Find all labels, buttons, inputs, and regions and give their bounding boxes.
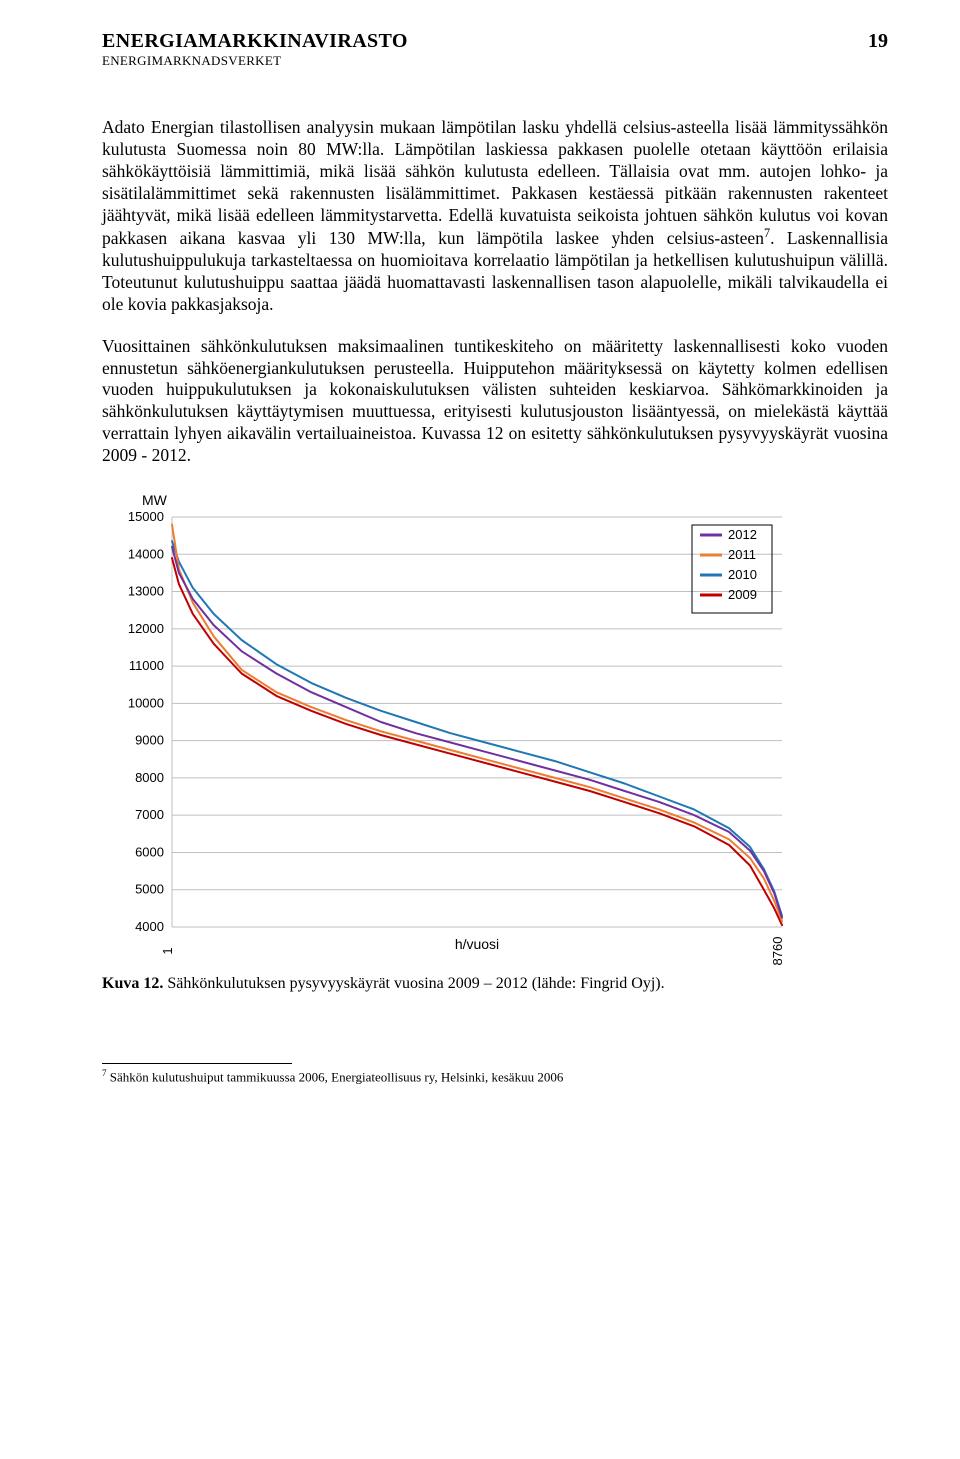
figure-caption: Kuva 12. Sähkönkulutuksen pysyvyyskäyrät…	[102, 975, 888, 993]
caption-text: Sähkönkulutuksen pysyvyyskäyrät vuosina …	[163, 975, 664, 992]
body-text: Adato Energian tilastollisen analyysin m…	[102, 117, 888, 467]
footnote-7: 7 Sähkön kulutushuiput tammikuussa 2006,…	[102, 1068, 888, 1085]
paragraph-1: Adato Energian tilastollisen analyysin m…	[102, 117, 888, 316]
svg-text:MW: MW	[142, 492, 168, 508]
svg-text:2010: 2010	[728, 567, 757, 582]
svg-text:8000: 8000	[135, 770, 164, 785]
page-number: 19	[868, 30, 888, 53]
svg-text:h/vuosi: h/vuosi	[455, 936, 499, 952]
chart-svg: 1500014000130001200011000100009000800070…	[102, 487, 802, 967]
svg-text:11000: 11000	[129, 658, 164, 673]
header-subtitle: ENERGIMARKNADSVERKET	[102, 53, 408, 69]
svg-text:14000: 14000	[128, 546, 164, 561]
duration-curve-chart: 1500014000130001200011000100009000800070…	[102, 487, 888, 967]
caption-label: Kuva 12.	[102, 975, 163, 992]
svg-text:10000: 10000	[128, 695, 164, 710]
svg-text:2012: 2012	[728, 527, 757, 542]
svg-text:4000: 4000	[135, 919, 164, 934]
paragraph-2: Vuosittainen sähkönkulutuksen maksimaali…	[102, 336, 888, 467]
svg-text:8760: 8760	[770, 936, 785, 965]
svg-text:2009: 2009	[728, 587, 757, 602]
svg-text:7000: 7000	[135, 807, 164, 822]
svg-text:15000: 15000	[128, 509, 164, 524]
footnote-text: Sähkön kulutushuiput tammikuussa 2006, E…	[107, 1069, 564, 1084]
svg-text:5000: 5000	[135, 882, 164, 897]
svg-text:13000: 13000	[128, 583, 164, 598]
header-title: ENERGIAMARKKINAVIRASTO	[102, 30, 408, 53]
header-left: ENERGIAMARKKINAVIRASTO ENERGIMARKNADSVER…	[102, 30, 408, 69]
page-header: ENERGIAMARKKINAVIRASTO ENERGIMARKNADSVER…	[102, 30, 888, 69]
svg-text:2011: 2011	[728, 547, 756, 562]
svg-text:6000: 6000	[135, 844, 164, 859]
page-container: ENERGIAMARKKINAVIRASTO ENERGIMARKNADSVER…	[0, 0, 960, 1459]
svg-text:9000: 9000	[135, 733, 164, 748]
svg-text:12000: 12000	[128, 621, 164, 636]
footnote-rule	[102, 1063, 292, 1064]
svg-text:1: 1	[160, 947, 175, 954]
